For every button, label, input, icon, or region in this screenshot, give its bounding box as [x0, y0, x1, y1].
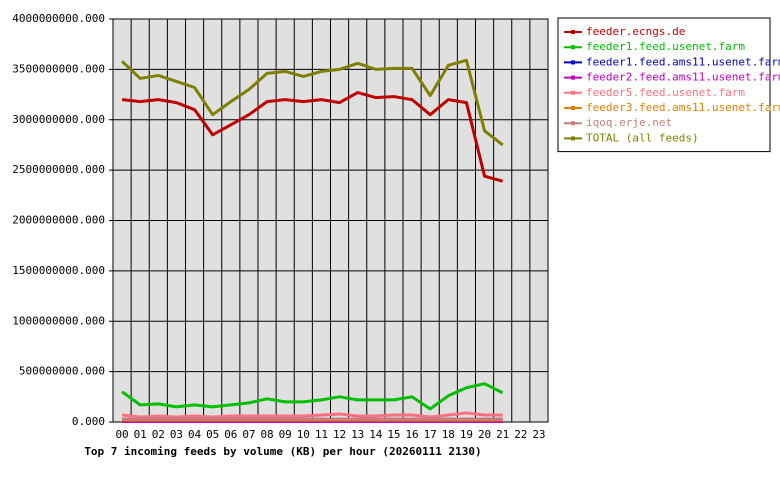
x-tick-label: 22	[514, 428, 527, 441]
x-tick-label: 05	[206, 428, 219, 441]
x-tick-label: 10	[297, 428, 310, 441]
x-tick-label: 02	[152, 428, 165, 441]
legend-marker	[571, 45, 575, 50]
y-tick-label: 1500000000.000	[12, 264, 105, 277]
x-tick-label: 17	[424, 428, 437, 441]
legend-marker	[571, 60, 575, 65]
y-tick-label: 3000000000.000	[12, 113, 105, 126]
x-tick-label: 14	[369, 428, 383, 441]
legend-label: feeder1.feed.ams11.usenet.farm	[586, 55, 780, 68]
series-line	[121, 91, 504, 183]
legend-label: feeder.ecngs.de	[586, 25, 685, 38]
legend-marker	[571, 30, 575, 34]
legend-label: feeder2.feed.ams11.usenet.farm	[586, 71, 780, 84]
legend-box	[557, 17, 771, 153]
x-tick-label: 12	[333, 428, 346, 441]
legend-label: feeder1.feed.usenet.farm	[586, 40, 745, 53]
legend-marker	[571, 121, 575, 126]
legend-marker	[571, 136, 575, 141]
x-tick-label: 13	[351, 428, 364, 441]
y-tick-label: 0.000	[72, 415, 105, 428]
x-tick-label: 16	[405, 428, 418, 441]
x-tick-label: 11	[315, 428, 328, 441]
legend-label: iqoq.erje.net	[586, 116, 672, 129]
x-tick-label: 19	[460, 428, 473, 441]
legend-label: TOTAL (all feeds)	[586, 131, 699, 144]
x-tick-label: 00	[115, 428, 128, 441]
y-tick-label: 1000000000.000	[12, 314, 105, 327]
legend-marker	[571, 90, 575, 95]
x-tick-label: 08	[260, 428, 273, 441]
x-tick-label: 20	[478, 428, 491, 441]
legend-label: feeder3.feed.ams11.usenet.farm	[586, 101, 780, 114]
y-tick-label: 4000000000.000	[12, 12, 105, 25]
x-tick-label: 18	[442, 428, 455, 441]
y-tick-label: 2500000000.000	[12, 163, 105, 176]
x-tick-label: 09	[279, 428, 292, 441]
chart-title: Top 7 incoming feeds by volume (KB) per …	[84, 445, 481, 458]
x-tick-label: 21	[496, 428, 509, 441]
y-tick-label: 500000000.000	[19, 365, 105, 378]
y-tick-label: 2000000000.000	[12, 214, 105, 227]
x-tick-label: 03	[170, 428, 183, 441]
x-tick-label: 06	[224, 428, 237, 441]
series-line	[121, 382, 504, 411]
x-tick-label: 01	[134, 428, 147, 441]
x-tick-label: 15	[387, 428, 400, 441]
series-line	[121, 411, 503, 419]
legend-marker	[571, 106, 575, 110]
x-tick-label: 04	[188, 428, 202, 441]
x-tick-label: 23	[532, 428, 545, 441]
legend-label: feeder5.feed.usenet.farm	[586, 86, 745, 99]
y-tick-label: 3500000000.000	[12, 62, 105, 75]
legend-marker	[571, 75, 575, 80]
x-tick-label: 07	[242, 428, 255, 441]
series-line	[121, 58, 504, 147]
